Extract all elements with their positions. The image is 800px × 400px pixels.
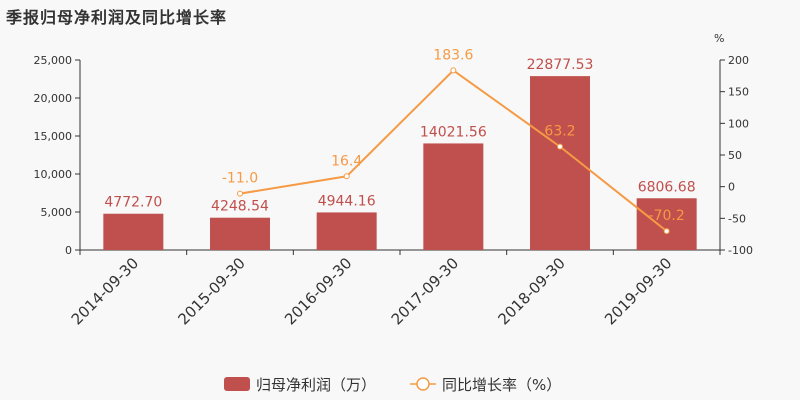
x-tick-label: 2017-09-30 bbox=[388, 254, 462, 328]
y-right-tick-label: 200 bbox=[728, 54, 749, 67]
growth-label: -11.0 bbox=[222, 171, 258, 187]
data-labels: 4772.70 4248.54 4944.16 14021.56 22877.53 680… bbox=[104, 47, 695, 224]
growth-line bbox=[237, 67, 670, 235]
bar-label: 4248.54 bbox=[211, 199, 269, 215]
x-tick-label: 2016-09-30 bbox=[281, 254, 355, 328]
legend-line-marker bbox=[416, 377, 430, 391]
y-left-tick-label: 10,000 bbox=[34, 168, 73, 181]
legend-line-label: 同比增长率（%） bbox=[442, 376, 561, 394]
y-right-tick-label: 50 bbox=[728, 149, 742, 162]
bar-label: 14021.56 bbox=[420, 124, 487, 140]
x-tick-label: 2018-09-30 bbox=[494, 254, 568, 328]
y-right-tick-label: 0 bbox=[728, 181, 735, 194]
chart-title: 季报归母净利润及同比增长率 bbox=[6, 8, 228, 27]
legend-bar-swatch bbox=[224, 377, 250, 391]
legend: 归母净利润（万） 同比增长率（%） bbox=[224, 376, 561, 394]
bar bbox=[316, 212, 377, 250]
bar bbox=[636, 198, 697, 250]
growth-label: 183.6 bbox=[433, 47, 473, 63]
growth-point bbox=[237, 190, 243, 197]
x-tick-label: 2015-09-30 bbox=[174, 254, 248, 328]
y-left-tick-label: 25,000 bbox=[34, 54, 73, 67]
growth-point bbox=[343, 173, 350, 180]
bar bbox=[103, 213, 164, 250]
growth-label: -70.2 bbox=[649, 208, 685, 224]
y-right-tick-label: -50 bbox=[728, 212, 746, 225]
bar bbox=[210, 217, 270, 250]
bar-label: 6806.68 bbox=[638, 179, 696, 195]
y-right-tick-label: -100 bbox=[728, 244, 753, 257]
growth-point bbox=[450, 67, 457, 74]
x-tick-label: 2019-09-30 bbox=[601, 254, 675, 328]
y-left-tick-label: 15,000 bbox=[34, 130, 73, 143]
legend-bar-label: 归母净利润（万） bbox=[256, 376, 376, 394]
growth-point bbox=[663, 228, 670, 235]
x-tick-label: 2014-09-30 bbox=[68, 254, 142, 328]
y-right-tick-label: 150 bbox=[728, 86, 749, 99]
y-left-tick-label: 5,000 bbox=[41, 206, 73, 219]
growth-label: 63.2 bbox=[544, 124, 575, 140]
growth-label: 16.4 bbox=[331, 153, 362, 169]
bar-label: 4944.16 bbox=[318, 193, 376, 209]
growth-point bbox=[557, 143, 563, 150]
y-left-tick-label: 0 bbox=[65, 244, 72, 257]
y-right-unit: % bbox=[714, 32, 724, 45]
bar-label: 4772.70 bbox=[104, 195, 162, 211]
y-right-tick-label: 100 bbox=[728, 117, 749, 130]
bar-label: 22877.53 bbox=[527, 57, 594, 73]
y-left-tick-label: 20,000 bbox=[34, 92, 73, 105]
bars bbox=[103, 76, 697, 251]
bar bbox=[423, 143, 484, 250]
